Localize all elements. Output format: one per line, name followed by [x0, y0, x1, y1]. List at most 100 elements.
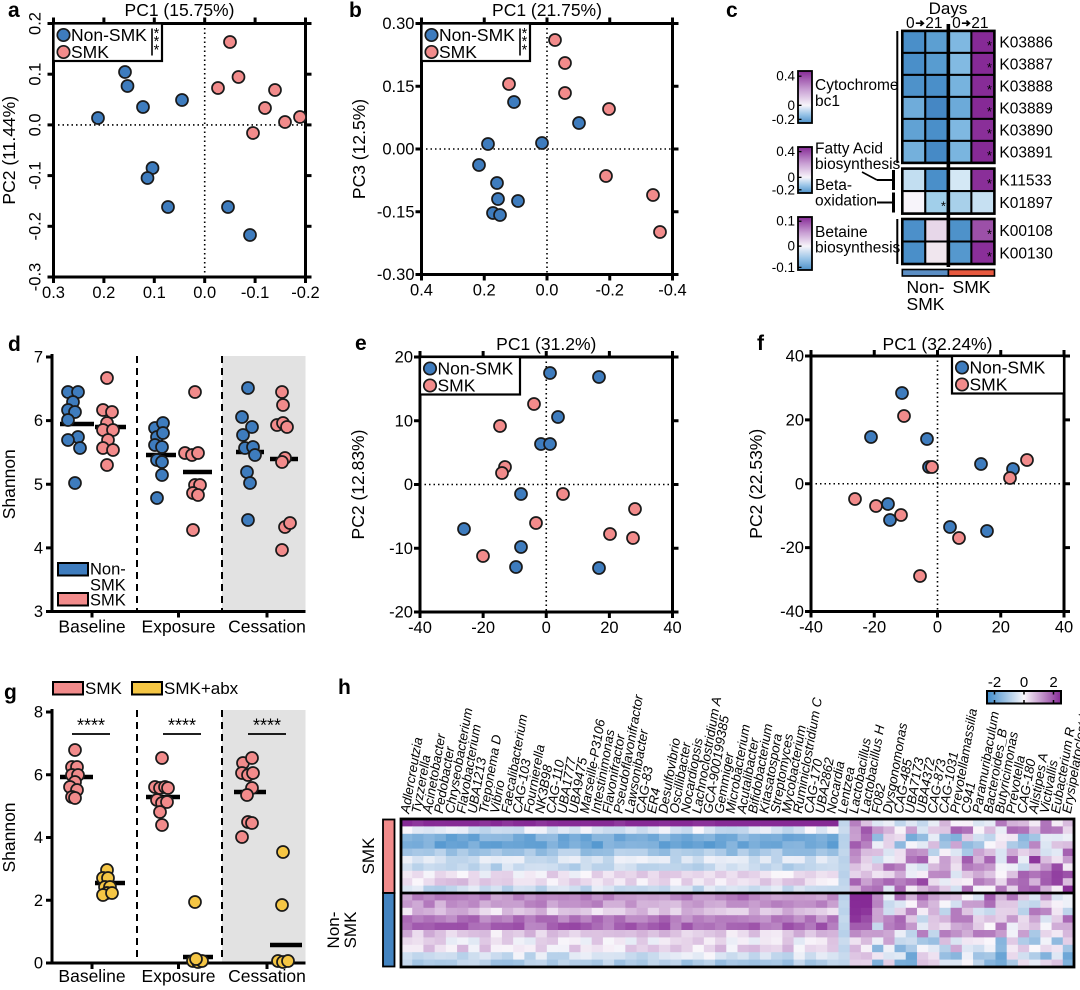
svg-text:2: 2 — [1049, 674, 1057, 691]
svg-text:SMK: SMK — [439, 42, 477, 62]
svg-text:-2: -2 — [988, 674, 1001, 691]
svg-text:0.30: 0.30 — [382, 15, 414, 33]
svg-text:6: 6 — [34, 766, 43, 784]
svg-text:0: 0 — [787, 98, 795, 113]
svg-text:Shannon: Shannon — [0, 802, 19, 872]
svg-text:SMK+abx: SMK+abx — [164, 679, 239, 698]
svg-text:oxidation: oxidation — [815, 193, 877, 210]
svg-text:PC2 (12.83%): PC2 (12.83%) — [348, 430, 368, 540]
svg-text:0.1: 0.1 — [27, 63, 45, 86]
svg-text:0: 0 — [787, 170, 795, 185]
svg-text:PC3 (12.5%): PC3 (12.5%) — [349, 99, 369, 199]
svg-text:0: 0 — [1020, 674, 1028, 691]
svg-text:Exposure: Exposure — [142, 617, 216, 637]
svg-text:4: 4 — [34, 829, 43, 847]
svg-text:F082: F082 — [868, 782, 888, 815]
svg-text:K11533: K11533 — [999, 172, 1051, 189]
svg-text:K03888: K03888 — [999, 78, 1052, 95]
svg-text:-0.30: -0.30 — [377, 266, 415, 284]
svg-text:Beta-: Beta- — [815, 177, 852, 194]
svg-text:****: **** — [77, 716, 105, 736]
svg-text:Cytochrome: Cytochrome — [815, 77, 899, 94]
svg-text:Exposure: Exposure — [142, 966, 216, 986]
svg-text:Baseline: Baseline — [58, 617, 125, 637]
svg-text:Vibrio: Vibrio — [487, 779, 508, 815]
svg-text:0.2: 0.2 — [92, 284, 115, 302]
svg-text:*: * — [154, 26, 160, 42]
svg-text:*: * — [987, 38, 992, 53]
svg-text:Non-: Non- — [907, 277, 945, 297]
svg-text:-40: -40 — [799, 619, 823, 637]
svg-text:*: * — [987, 148, 992, 163]
svg-text:SMK: SMK — [90, 592, 126, 610]
svg-text:0: 0 — [787, 239, 795, 254]
svg-text:f: f — [757, 332, 765, 355]
svg-text:20: 20 — [600, 619, 618, 637]
svg-text:*: * — [987, 176, 992, 191]
svg-text:SMK: SMK — [970, 375, 1008, 395]
svg-text:PC1 (32.24%): PC1 (32.24%) — [883, 334, 993, 354]
svg-text:K03890: K03890 — [999, 122, 1053, 139]
svg-text:****: **** — [253, 716, 281, 736]
svg-text:Non-SMK: Non-SMK — [970, 358, 1046, 378]
svg-text:K00130: K00130 — [999, 245, 1053, 262]
svg-text:****: **** — [168, 716, 196, 736]
svg-text:4: 4 — [34, 539, 43, 557]
svg-text:0: 0 — [542, 619, 551, 637]
svg-text:6: 6 — [34, 412, 43, 430]
svg-text:0: 0 — [795, 475, 804, 493]
svg-text:-20: -20 — [862, 619, 886, 637]
svg-text:h: h — [338, 676, 351, 699]
svg-text:0.4: 0.4 — [776, 69, 795, 84]
svg-text:Non-: Non- — [90, 561, 126, 579]
svg-text:-40: -40 — [780, 603, 804, 621]
svg-text:SMK: SMK — [85, 679, 123, 698]
svg-text:K03887: K03887 — [999, 56, 1052, 73]
svg-text:K01897: K01897 — [999, 195, 1052, 212]
svg-text:d: d — [8, 333, 21, 356]
svg-text:*: * — [522, 26, 528, 42]
svg-text:SMK: SMK — [341, 911, 360, 949]
svg-text:Baseline: Baseline — [58, 966, 125, 986]
svg-text:-20: -20 — [389, 604, 413, 622]
svg-text:-0.2: -0.2 — [772, 112, 795, 127]
svg-text:-0.2: -0.2 — [772, 182, 795, 197]
svg-text:Non-SMK: Non-SMK — [71, 25, 147, 45]
svg-text:Non-SMK: Non-SMK — [438, 359, 514, 379]
svg-text:c: c — [726, 0, 738, 22]
svg-text:10: 10 — [395, 412, 413, 430]
svg-text:0: 0 — [34, 955, 43, 973]
svg-text:0: 0 — [404, 476, 413, 494]
svg-text:SMK: SMK — [71, 42, 109, 62]
svg-text:Betaine: Betaine — [815, 224, 868, 241]
svg-text:0.1: 0.1 — [143, 284, 166, 302]
svg-text:g: g — [4, 681, 17, 704]
svg-text:2: 2 — [34, 892, 43, 910]
svg-text:0.4: 0.4 — [776, 144, 795, 159]
svg-text:PC1 (21.75%): PC1 (21.75%) — [492, 0, 602, 20]
svg-text:ER4: ER4 — [644, 787, 663, 815]
svg-text:*: * — [987, 126, 992, 141]
svg-text:-0.15: -0.15 — [377, 203, 415, 221]
svg-text:-20: -20 — [471, 619, 495, 637]
svg-text:21: 21 — [971, 15, 988, 32]
svg-text:*: * — [987, 249, 992, 264]
svg-text:0: 0 — [952, 15, 961, 32]
svg-text:PC2 (22.53%): PC2 (22.53%) — [746, 429, 766, 539]
svg-text:PC1 (31.2%): PC1 (31.2%) — [496, 334, 596, 354]
svg-text:SMK: SMK — [90, 577, 126, 595]
svg-text:Non-SMK: Non-SMK — [439, 25, 515, 45]
svg-text:PC2 (11.44%): PC2 (11.44%) — [0, 96, 19, 205]
svg-text:0.0: 0.0 — [27, 113, 45, 136]
svg-text:Fatty Acid: Fatty Acid — [815, 141, 883, 158]
svg-text:-40: -40 — [408, 619, 432, 637]
svg-text:0.4: 0.4 — [410, 282, 433, 300]
svg-text:Shannon: Shannon — [0, 449, 19, 519]
svg-text:-10: -10 — [389, 540, 413, 558]
svg-text:K03889: K03889 — [999, 100, 1052, 117]
svg-text:21: 21 — [925, 15, 942, 32]
svg-text:K03886: K03886 — [999, 34, 1052, 51]
svg-text:3: 3 — [34, 603, 43, 621]
svg-text:-0.1: -0.1 — [241, 284, 269, 302]
svg-text:-0.1: -0.1 — [772, 260, 795, 275]
